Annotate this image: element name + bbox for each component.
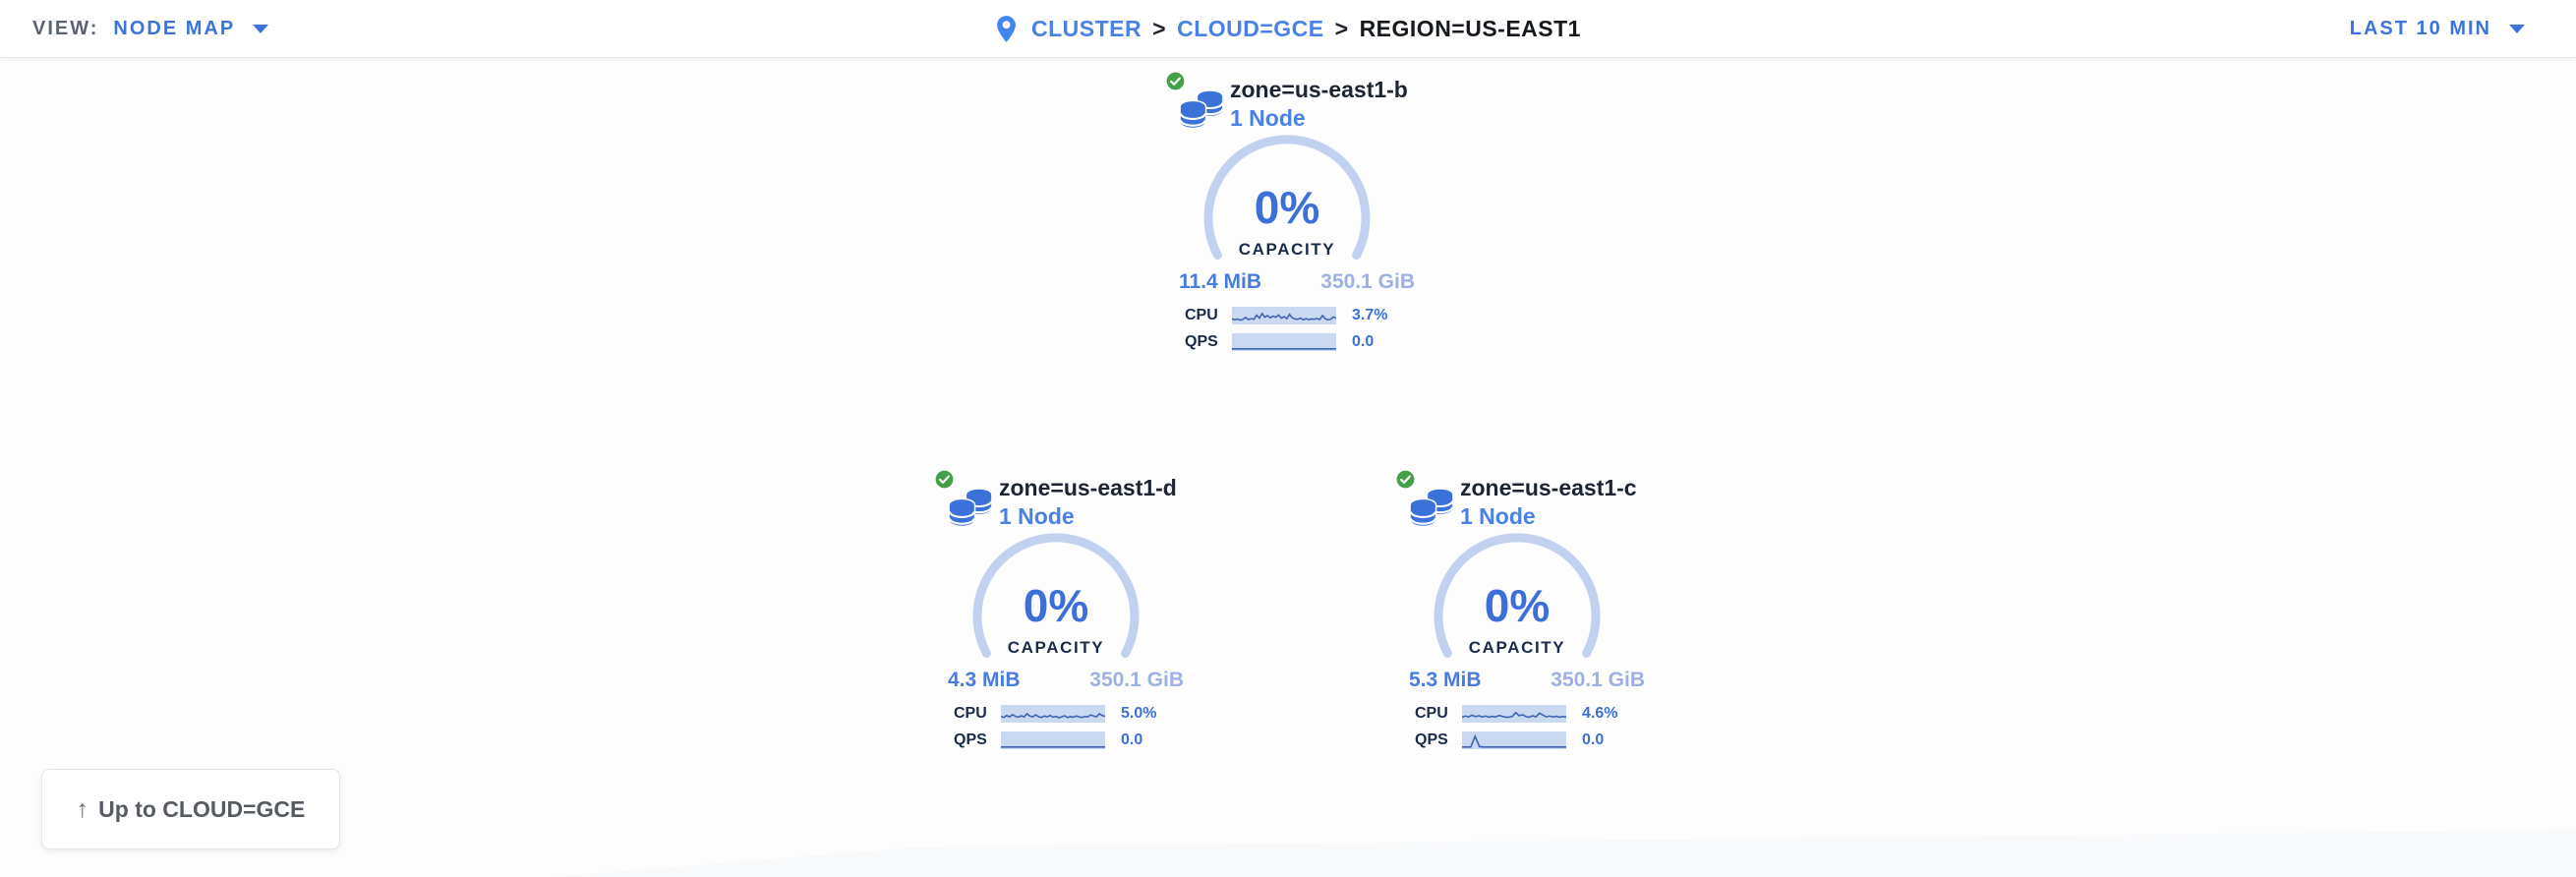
cpu-sparkline — [1232, 307, 1336, 324]
view-label: VIEW: — [32, 17, 99, 39]
breadcrumb: CLUSTER > CLOUD=GCE > REGION=US-EAST1 — [995, 0, 1581, 58]
capacity-total: 350.1 GiB — [1320, 270, 1415, 293]
qps-sparkline — [1001, 731, 1105, 749]
capacity-used: 11.4 MiB — [1179, 270, 1262, 293]
cpu-metric-row: CPU 4.6% — [1415, 705, 1665, 723]
zone-node-count: 1 Node — [1230, 105, 1306, 131]
breadcrumb-cluster[interactable]: CLUSTER — [1031, 16, 1142, 41]
up-button-label: Up to CLOUD=GCE — [98, 795, 306, 822]
capacity-total: 350.1 GiB — [1089, 669, 1184, 691]
qps-value: 0.0 — [1352, 333, 1375, 350]
up-to-parent-button[interactable]: ↑ Up to CLOUD=GCE — [41, 769, 340, 849]
capacity-percent: 0% — [1023, 580, 1089, 631]
cpu-value: 3.7% — [1352, 307, 1388, 323]
view-value: NODE MAP — [113, 17, 236, 39]
capacity-percent: 0% — [1484, 580, 1551, 631]
cpu-sparkline — [1001, 705, 1105, 723]
capacity-range: 5.3 MiB 350.1 GiB — [1409, 669, 1645, 692]
breadcrumb-cloud-gce[interactable]: CLOUD=GCE — [1177, 16, 1324, 41]
nodes-database-stack-icon — [1179, 90, 1224, 130]
qps-value: 0.0 — [1582, 731, 1605, 748]
healthy-check-icon — [1395, 469, 1416, 490]
view-selector[interactable]: VIEW: NODE MAP — [32, 17, 269, 40]
qps-sparkline — [1462, 731, 1566, 749]
cpu-label: CPU — [954, 705, 987, 722]
arrow-up-icon: ↑ — [76, 794, 89, 823]
zone-title: zone=us-east1-b — [1230, 77, 1408, 102]
cpu-value: 5.0% — [1121, 705, 1157, 722]
capacity-total: 350.1 GiB — [1551, 669, 1645, 691]
node-map-canvas — [0, 58, 2576, 877]
qps-label: QPS — [1185, 333, 1218, 350]
time-range-value: LAST 10 MIN — [2349, 17, 2491, 39]
capacity-percent: 0% — [1254, 182, 1320, 233]
zone-node-count: 1 Node — [999, 503, 1075, 529]
cpu-sparkline — [1462, 705, 1566, 723]
qps-metric-row: QPS 0.0 — [954, 731, 1203, 749]
qps-metric-row: QPS 0.0 — [1415, 731, 1665, 749]
capacity-label: CAPACITY — [1238, 240, 1336, 259]
time-range-selector[interactable]: LAST 10 MIN — [2350, 18, 2525, 40]
zone-card-us-east1-c[interactable]: zone=us-east1-c 1 Node 0% CAPACITY 5.3 M… — [1370, 469, 1665, 764]
capacity-used: 4.3 MiB — [948, 669, 1021, 691]
top-bar: VIEW: NODE MAP CLUSTER > CLOUD=GCE > REG… — [0, 0, 2576, 58]
capacity-used: 5.3 MiB — [1409, 669, 1482, 691]
cpu-label: CPU — [1415, 705, 1448, 722]
healthy-check-icon — [1165, 71, 1186, 91]
chevron-down-icon — [2509, 24, 2525, 33]
zone-card-us-east1-d[interactable]: zone=us-east1-d 1 Node 0% CAPACITY 4.3 M… — [908, 469, 1203, 764]
breadcrumb-separator: > — [1152, 16, 1167, 41]
qps-sparkline — [1232, 333, 1336, 351]
cpu-label: CPU — [1185, 307, 1218, 323]
capacity-range: 11.4 MiB 350.1 GiB — [1179, 270, 1415, 294]
qps-metric-row: QPS 0.0 — [1185, 333, 1434, 351]
zone-card-us-east1-b[interactable]: zone=us-east1-b 1 Node 0% CAPACITY 11.4 … — [1140, 71, 1434, 366]
cpu-metric-row: CPU 3.7% — [1185, 307, 1434, 324]
chevron-down-icon — [253, 24, 269, 33]
zone-title: zone=us-east1-c — [1460, 475, 1637, 500]
capacity-range: 4.3 MiB 350.1 GiB — [948, 669, 1184, 692]
qps-label: QPS — [1415, 731, 1448, 748]
nodes-database-stack-icon — [948, 489, 993, 528]
location-pin-icon — [997, 16, 1016, 42]
capacity-gauge-arc — [1203, 135, 1371, 260]
map-background-shape — [551, 830, 2576, 877]
nodes-database-stack-icon — [1409, 489, 1454, 528]
capacity-gauge-arc — [1434, 533, 1601, 658]
breadcrumb-region-current: REGION=US-EAST1 — [1359, 16, 1581, 41]
zone-node-count: 1 Node — [1460, 503, 1536, 529]
healthy-check-icon — [934, 469, 955, 490]
zone-title: zone=us-east1-d — [999, 475, 1177, 500]
capacity-gauge-arc — [972, 533, 1140, 658]
qps-label: QPS — [954, 731, 987, 748]
capacity-label: CAPACITY — [1468, 638, 1566, 657]
capacity-label: CAPACITY — [1007, 638, 1105, 657]
breadcrumb-separator: > — [1334, 16, 1349, 41]
cpu-value: 4.6% — [1582, 705, 1618, 722]
qps-value: 0.0 — [1121, 731, 1143, 748]
cpu-metric-row: CPU 5.0% — [954, 705, 1203, 723]
